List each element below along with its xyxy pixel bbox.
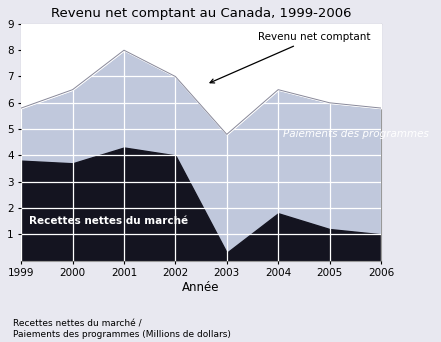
Title: Revenu net comptant au Canada, 1999-2006: Revenu net comptant au Canada, 1999-2006 — [51, 7, 351, 20]
X-axis label: Année: Année — [182, 281, 220, 294]
Text: Recettes nettes du marché /
Paiements des programmes (Millions de dollars): Recettes nettes du marché / Paiements de… — [13, 319, 231, 339]
Text: Paiements des programmes: Paiements des programmes — [283, 129, 429, 139]
Text: Recettes nettes du marché: Recettes nettes du marché — [29, 216, 188, 226]
Text: Revenu net comptant: Revenu net comptant — [210, 32, 370, 83]
